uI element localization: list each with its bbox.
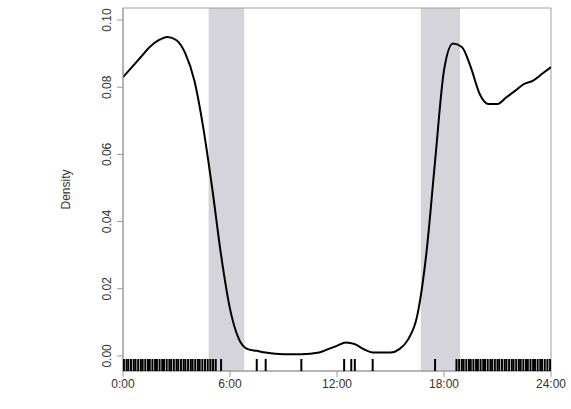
svg-text:0:00: 0:00 <box>111 377 135 391</box>
svg-text:Density: Density <box>59 169 73 209</box>
svg-text:6:00: 6:00 <box>218 377 242 391</box>
svg-text:0.04: 0.04 <box>100 210 114 234</box>
svg-text:0.10: 0.10 <box>100 8 114 32</box>
svg-text:12:00: 12:00 <box>322 377 352 391</box>
svg-text:0.02: 0.02 <box>100 277 114 301</box>
svg-text:0.08: 0.08 <box>100 75 114 99</box>
svg-text:0.06: 0.06 <box>100 142 114 166</box>
svg-text:0.00: 0.00 <box>100 344 114 368</box>
svg-text:18:00: 18:00 <box>429 377 459 391</box>
svg-text:24:00: 24:00 <box>536 377 566 391</box>
